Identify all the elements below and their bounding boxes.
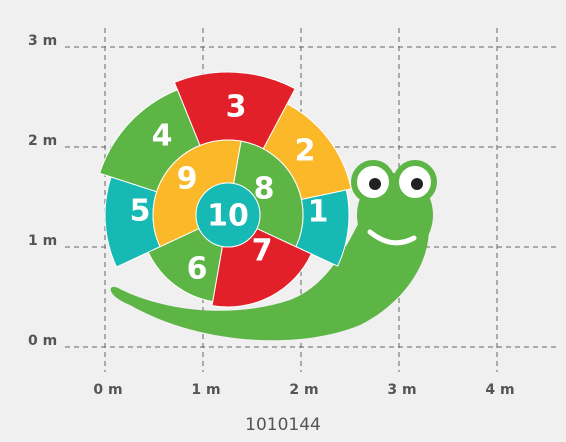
y-label: 3 m	[28, 33, 57, 49]
pupil	[411, 178, 423, 190]
x-label: 1 m	[191, 382, 220, 398]
pupil	[369, 178, 381, 190]
x-label: 4 m	[485, 382, 514, 398]
segment-number: 6	[187, 252, 208, 287]
x-label: 2 m	[289, 382, 318, 398]
caption: 1010144	[245, 415, 321, 435]
snail-diagram: 0 m1 m2 m3 m4 m3 m2 m1 m0 m 12345678910 …	[0, 0, 566, 442]
y-label: 1 m	[28, 233, 57, 249]
segment-number: 8	[254, 172, 275, 207]
shell: 1 2 3 4 5 6 7 8 9 10	[100, 72, 352, 307]
segment-number: 1	[308, 195, 329, 230]
segment-number: 5	[130, 194, 151, 229]
x-label: 3 m	[387, 382, 416, 398]
y-label: 2 m	[28, 133, 57, 149]
segment-number: 7	[252, 234, 273, 269]
segment-number: 9	[177, 162, 198, 197]
segment-number: 2	[295, 134, 316, 169]
x-label: 0 m	[93, 382, 122, 398]
y-label: 0 m	[28, 333, 57, 349]
segment-number: 4	[152, 119, 173, 154]
segment-number: 10	[207, 199, 249, 234]
segment-number: 3	[226, 90, 247, 125]
